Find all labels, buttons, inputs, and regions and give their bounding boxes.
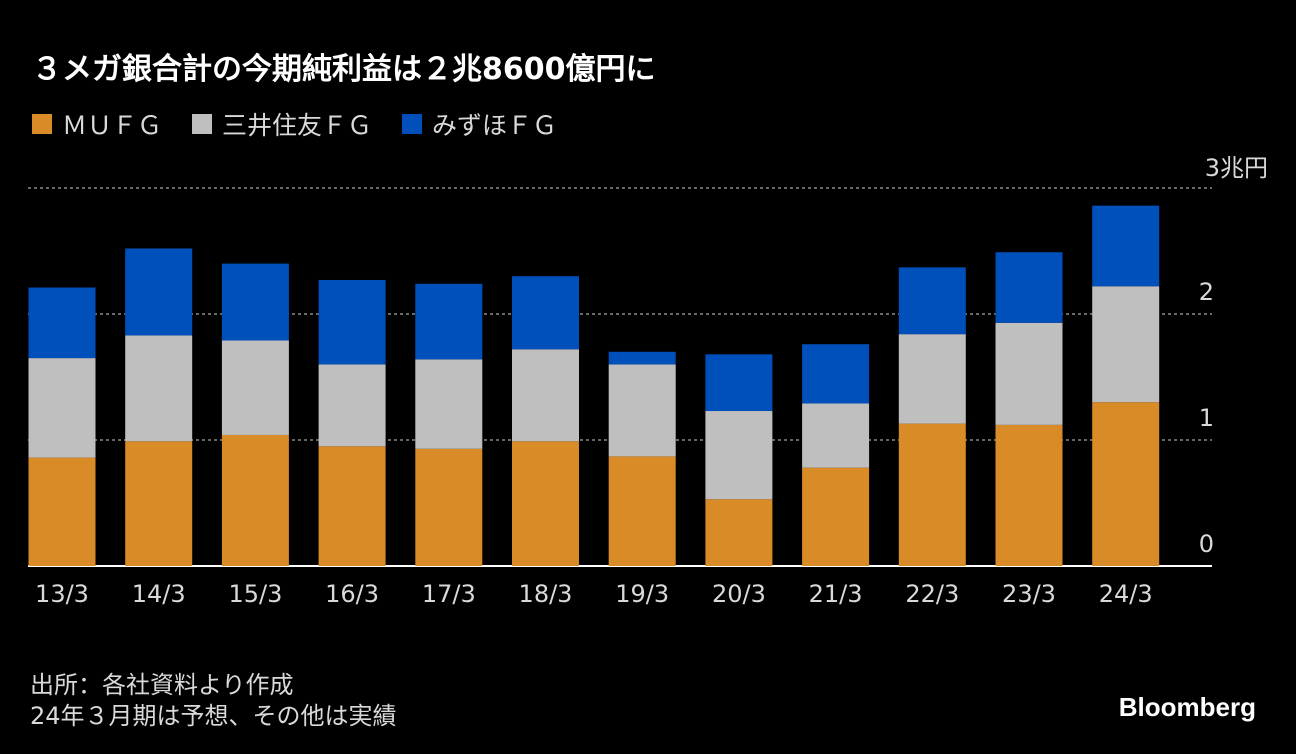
x-tick-label-15-3: 15/3 [228, 580, 282, 608]
bar-24-3-series-2 [1092, 205, 1160, 287]
bar-16-3-series-0 [318, 446, 386, 566]
bar-17-3-series-1 [415, 359, 483, 449]
bar-17-3-series-0 [415, 448, 483, 566]
bar-23-3-series-0 [995, 424, 1063, 566]
legend-label-mizuho: みずほＦＧ [432, 111, 558, 140]
legend-swatch-mizuho [402, 114, 423, 134]
bar-15-3-series-2 [221, 263, 289, 341]
legend-swatch-smfg [192, 114, 213, 134]
bar-20-3-series-1 [705, 411, 773, 500]
bar-20-3-series-2 [705, 354, 773, 412]
bar-16-3-series-2 [318, 279, 386, 365]
legend-item-smfg: 三井住友ＦＧ [192, 106, 372, 142]
bar-19-3-series-1 [608, 364, 676, 457]
bar-20-3-series-0 [705, 499, 773, 566]
bar-13-3-series-1 [28, 358, 96, 458]
bar-18-3-series-1 [512, 349, 579, 442]
legend-label-smfg: 三井住友ＦＧ [222, 111, 373, 140]
source-line-1: 出所：各社資料より作成 [30, 671, 294, 699]
x-tick-label-20-3: 20/3 [712, 580, 766, 608]
y-tick-label-1: 1 [1199, 404, 1214, 432]
bar-15-3-series-0 [221, 434, 289, 566]
legend-item-mizuho: みずほＦＧ [402, 106, 557, 142]
bar-22-3-series-0 [898, 423, 966, 566]
x-tick-label-13-3: 13/3 [35, 580, 89, 608]
bar-23-3-series-2 [995, 252, 1063, 323]
x-tick-label-17-3: 17/3 [422, 580, 476, 608]
bar-14-3-series-1 [125, 335, 193, 442]
legend-item-mufg: ＭＵＦＧ [32, 106, 162, 142]
source-line-2: 24年３月期は予想、その他は実績 [30, 702, 397, 730]
bar-22-3-series-1 [898, 334, 966, 424]
bar-18-3-series-2 [512, 276, 579, 350]
chart-title: ３メガ銀合計の今期純利益は２兆8600億円に [32, 52, 656, 87]
bar-16-3-series-1 [318, 364, 386, 447]
bloomberg-logo: Bloomberg [1118, 692, 1256, 722]
bar-15-3-series-1 [221, 340, 289, 435]
x-tick-label-19-3: 19/3 [615, 580, 669, 608]
bar-24-3-series-0 [1092, 402, 1160, 566]
y-axis-unit-label: 3兆円 [1204, 154, 1268, 182]
bar-14-3-series-0 [125, 441, 193, 566]
bar-21-3-series-0 [802, 467, 870, 566]
y-tick-label-2: 2 [1199, 278, 1214, 306]
y-tick-label-0: 0 [1199, 530, 1214, 558]
bar-19-3-series-2 [608, 351, 676, 365]
bar-23-3-series-1 [995, 322, 1063, 425]
x-tick-label-18-3: 18/3 [519, 580, 573, 608]
legend-swatch-mufg [32, 114, 52, 134]
bar-19-3-series-0 [608, 456, 676, 566]
bar-24-3-series-1 [1092, 286, 1160, 403]
bar-14-3-series-2 [125, 248, 193, 336]
legend-label-mufg: ＭＵＦＧ [62, 111, 163, 140]
x-tick-label-21-3: 21/3 [809, 580, 863, 608]
bar-13-3-series-2 [28, 287, 96, 359]
bar-21-3-series-2 [802, 344, 870, 404]
legend: ＭＵＦＧ 三井住友ＦＧ みずほＦＧ [32, 108, 587, 140]
x-tick-label-22-3: 22/3 [905, 580, 959, 608]
x-tick-label-24-3: 24/3 [1099, 580, 1153, 608]
bar-18-3-series-0 [512, 441, 579, 566]
bar-17-3-series-2 [415, 283, 483, 360]
bar-22-3-series-2 [898, 267, 966, 335]
bar-21-3-series-1 [802, 403, 870, 468]
bar-13-3-series-0 [28, 457, 96, 566]
x-tick-label-23-3: 23/3 [1002, 580, 1056, 608]
x-tick-label-14-3: 14/3 [132, 580, 186, 608]
source-note: 出所：各社資料より作成 24年３月期は予想、その他は実績 [30, 670, 397, 732]
x-tick-label-16-3: 16/3 [325, 580, 379, 608]
